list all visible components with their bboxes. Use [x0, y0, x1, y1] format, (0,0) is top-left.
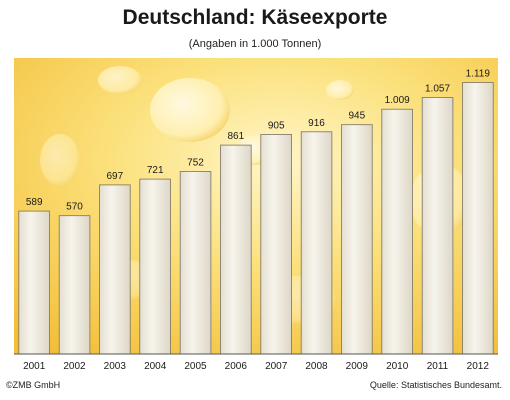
copyright-text: ©ZMB GmbH	[6, 380, 61, 390]
value-label-2012: 1.119	[466, 69, 491, 80]
value-label-2009: 945	[348, 111, 365, 122]
x-tick-label-2006: 2006	[225, 361, 248, 372]
bar-2010	[381, 108, 413, 355]
value-label-2007: 905	[268, 120, 285, 131]
bar-2012	[462, 82, 494, 355]
value-label-2003: 697	[106, 171, 123, 182]
x-tick-label-2001: 2001	[23, 361, 46, 372]
value-label-2005: 752	[187, 158, 204, 169]
x-tick-label-2009: 2009	[346, 361, 369, 372]
bar-2004	[139, 178, 171, 355]
value-label-2004: 721	[147, 165, 164, 176]
x-tick-label-2007: 2007	[265, 361, 288, 372]
bar-2011	[421, 97, 454, 355]
value-label-2006: 861	[227, 131, 244, 142]
bar-2003	[99, 184, 131, 355]
x-tick-label-2005: 2005	[184, 361, 207, 372]
value-label-2002: 570	[66, 202, 83, 213]
x-tick-labels: 2001 2002 2003 2004 2005 2006 2007 2008 2009 2010…	[23, 361, 489, 372]
bars-group: 589 570 697 721 752 861 905 916 945 1.009 1.057 1.1…	[18, 69, 494, 355]
value-label-2008: 916	[308, 118, 325, 129]
value-label-2010: 1.009	[385, 95, 410, 106]
source-text: Quelle: Statistisches Bundesamt.	[369, 380, 502, 390]
value-label-2011: 1.057	[425, 84, 450, 95]
x-tick-label-2012: 2012	[467, 361, 490, 372]
x-tick-label-2010: 2010	[386, 361, 409, 372]
bar-2005	[179, 171, 212, 355]
bar-2006	[220, 144, 252, 355]
chart-subtitle: (Angaben in 1.000 Tonnen)	[188, 38, 322, 50]
x-tick-label-2011: 2011	[427, 361, 449, 372]
bar-2009	[341, 124, 373, 355]
value-label-2001: 589	[26, 197, 43, 208]
bar-2007	[260, 133, 292, 355]
x-tick-label-2002: 2002	[63, 361, 86, 372]
bar-2008	[300, 131, 333, 355]
x-tick-label-2004: 2004	[144, 361, 167, 372]
x-tick-label-2003: 2003	[104, 361, 127, 372]
bar-2001	[18, 210, 50, 355]
x-tick-label-2008: 2008	[305, 361, 328, 372]
bar-2002	[58, 215, 91, 355]
chart-title: Deutschland: Käseexporte	[122, 6, 388, 29]
